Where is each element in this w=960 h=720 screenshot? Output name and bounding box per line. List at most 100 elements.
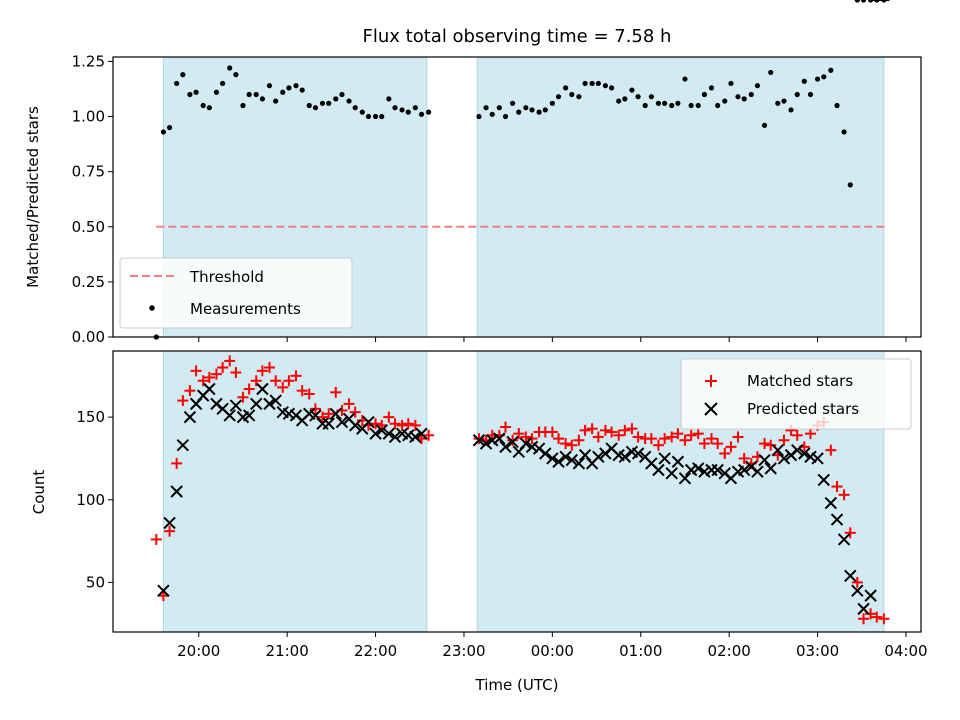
measurement-point xyxy=(286,85,292,91)
predicted-star-point xyxy=(857,602,870,616)
matched-star-point xyxy=(679,434,691,446)
measurement-point xyxy=(253,91,259,98)
matched-star-point xyxy=(370,418,382,430)
measurement-points xyxy=(153,0,887,340)
measurement-point xyxy=(180,72,186,78)
matched-star-point xyxy=(692,428,704,440)
measurement-point xyxy=(701,91,708,98)
matched-star-point xyxy=(804,428,816,440)
matched-star-point xyxy=(389,418,401,430)
matched-star-point xyxy=(698,438,710,450)
matched-star-point xyxy=(586,423,598,435)
predicted-star-point xyxy=(764,462,777,475)
predicted-star-point xyxy=(565,453,579,467)
measurement-point xyxy=(509,100,516,106)
x-tick-label: 21:00 xyxy=(266,642,309,660)
measurement-point xyxy=(841,129,847,135)
matched-star-point xyxy=(343,398,355,410)
matched-star-point xyxy=(865,608,877,620)
matched-star-point xyxy=(317,411,329,423)
predicted-star-point xyxy=(382,427,396,440)
bottom-x-ticks: 20:00 21:00 22:00 23:00 00:00 01:00 02:00 03:00… xyxy=(177,632,928,660)
ratio-panel: 0.00 0.25 0.50 0.75 1.00 1.25 Matched/Predict… xyxy=(24,0,922,346)
measurement-point xyxy=(476,113,482,120)
measurement-point xyxy=(280,89,286,95)
predicted-star-point xyxy=(499,440,512,454)
measurement-point xyxy=(608,85,615,91)
predicted-star-point xyxy=(472,434,486,447)
chart-title: Flux total observing time = 7.58 h xyxy=(363,26,672,47)
measurement-point xyxy=(549,100,555,106)
measurement-point xyxy=(365,113,372,120)
matched-star-point xyxy=(383,411,395,423)
y-tick-label: 0.25 xyxy=(72,273,105,291)
measurement-point xyxy=(576,94,582,100)
matched-star-point xyxy=(303,388,315,400)
predicted-star-point xyxy=(479,437,493,450)
measurement-point xyxy=(761,122,768,128)
matched-star-point xyxy=(230,366,242,378)
matched-star-point xyxy=(738,452,750,464)
measurement-point xyxy=(240,102,246,109)
matched-star-point xyxy=(150,533,162,545)
matched-star-point xyxy=(396,419,408,431)
x-tick-label: 01:00 xyxy=(619,642,662,660)
top-legend-box xyxy=(119,257,353,329)
matched-star-point xyxy=(473,433,485,445)
y-tick-label: 100 xyxy=(76,491,105,509)
measurement-point xyxy=(333,96,339,102)
top-legend: Threshold Measurements xyxy=(119,257,353,329)
predicted-star-point xyxy=(539,447,552,460)
matched-star-point xyxy=(224,355,236,367)
measurement-point xyxy=(715,102,721,109)
y-tick-label: 1.00 xyxy=(72,108,105,126)
predicted-star-point xyxy=(592,450,605,463)
matched-star-point xyxy=(831,481,843,493)
predicted-star-point xyxy=(409,430,422,444)
y-tick-label: 50 xyxy=(86,573,105,591)
predicted-star-point xyxy=(183,410,197,424)
predicted-star-point xyxy=(269,394,282,407)
measurement-point xyxy=(655,100,662,106)
matched-legend-label: Matched stars xyxy=(747,372,853,390)
predicted-star-point xyxy=(824,496,838,510)
bottom-legend: Matched stars Predicted stars xyxy=(680,358,912,430)
measurement-point xyxy=(669,102,675,109)
bottom-y-axis-label: Count xyxy=(30,470,48,515)
matched-star-point xyxy=(778,434,790,446)
matched-star-point xyxy=(851,576,863,588)
predicted-star-point xyxy=(493,432,506,445)
measurement-point xyxy=(489,111,495,117)
matched-star-point xyxy=(402,418,414,430)
predicted-star-point xyxy=(335,415,349,429)
measurement-point xyxy=(741,96,747,102)
matched-star-point xyxy=(871,611,883,623)
matched-star-point xyxy=(171,457,183,469)
x-axis-label: Time (UTC) xyxy=(475,676,559,694)
measurement-point xyxy=(648,94,654,100)
measurement-point xyxy=(775,100,781,106)
measurement-point xyxy=(483,105,489,111)
measurement-point xyxy=(582,80,588,87)
matched-star-point xyxy=(309,403,321,415)
top-x-ticks xyxy=(198,337,907,342)
measurement-point xyxy=(359,109,365,115)
matched-star-point xyxy=(878,613,890,625)
bottom-plot-frame xyxy=(112,350,922,633)
matched-star-point xyxy=(283,375,295,387)
measurement-point xyxy=(662,100,668,106)
measurement-point xyxy=(213,89,220,95)
measurement-point xyxy=(589,80,595,87)
measurement-point xyxy=(555,94,562,100)
top-y-axis-label: Matched/Predicted stars xyxy=(24,106,42,288)
matched-star-point xyxy=(507,434,519,446)
measurement-point xyxy=(828,67,834,73)
matched-star-point xyxy=(296,385,308,397)
matched-star-point xyxy=(844,527,856,539)
matched-star-point xyxy=(599,424,611,436)
measurement-point xyxy=(847,182,853,188)
matched-star-point xyxy=(579,424,591,436)
measurement-point xyxy=(227,65,233,71)
predicted-star-point xyxy=(830,513,844,526)
